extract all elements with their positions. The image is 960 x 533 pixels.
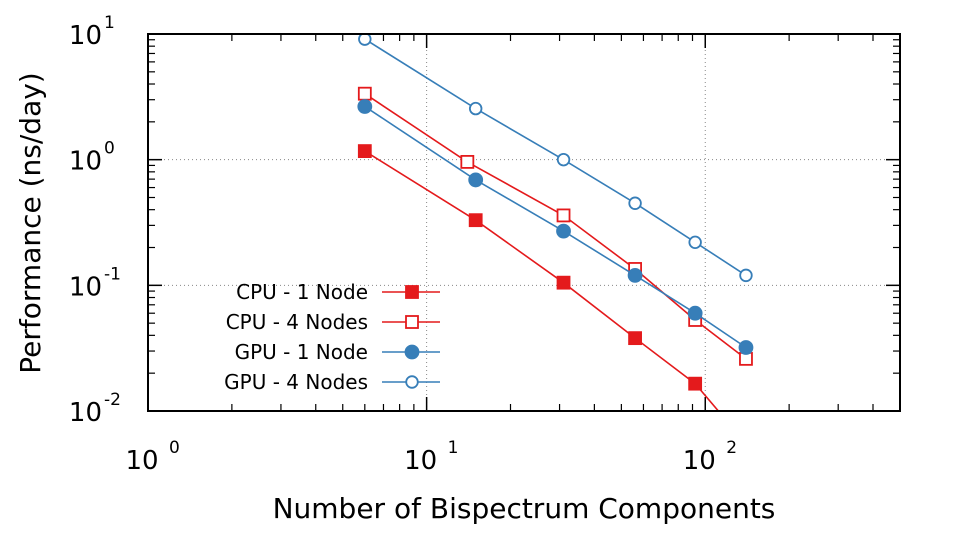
y-tick-label: 10: [69, 398, 102, 428]
x-axis-title: Number of Bispectrum Components: [273, 492, 776, 525]
plot-frame: [147, 33, 901, 412]
series-layer: [357, 34, 754, 450]
legend-label-gpu-4-nodes: GPU - 4 Nodes: [224, 370, 368, 394]
data-point-gpu-1-node: [687, 305, 703, 321]
data-point-gpu-4-nodes: [739, 268, 753, 283]
data-point-cpu-4-nodes: [357, 86, 372, 101]
data-point-gpu-4-nodes: [358, 34, 372, 46]
grid: [148, 34, 900, 411]
data-point-gpu-4-nodes: [688, 235, 702, 250]
x-tick-label: 10: [683, 446, 716, 476]
data-point-gpu-4-nodes: [556, 152, 571, 167]
x-tick-exponent: 2: [726, 438, 737, 458]
data-point-gpu-1-node: [627, 267, 643, 283]
data-point-gpu-1-node: [468, 172, 484, 188]
y-tick-label: 10: [69, 272, 102, 302]
legend-marker-gpu-1-node: [404, 344, 420, 360]
data-point-cpu-4-nodes: [460, 154, 475, 169]
data-point-cpu-4-nodes: [556, 208, 571, 223]
x-tick-exponent: 1: [448, 438, 459, 458]
legend-label-cpu-4-nodes: CPU - 4 Nodes: [226, 310, 368, 334]
x-tick-label: 10: [404, 446, 437, 476]
y-tick-exponent: 1: [104, 13, 115, 33]
series-line-cpu-4-nodes: [364, 93, 747, 360]
data-point-gpu-4-nodes: [628, 196, 642, 210]
legend: CPU - 1 Node CPU - 4 Nodes GPU - 1 Node GPU…: [224, 280, 440, 394]
data-point-cpu-1-node: [628, 331, 642, 346]
legend-marker-cpu-1-node: [405, 285, 419, 299]
data-point-cpu-1-node: [468, 213, 483, 228]
x-tick-labels: 10 0 10 1 10 2: [125, 438, 737, 476]
y-tick-label: 10: [69, 147, 102, 177]
y-tick-exponent: 0: [104, 139, 115, 159]
data-point-gpu-1-node: [556, 223, 571, 239]
y-tick-label: 10: [69, 21, 102, 51]
series-line-gpu-1-node: [364, 105, 747, 349]
legend-label-cpu-1-node: CPU - 1 Node: [236, 280, 368, 304]
series-line-cpu-1-node: [364, 150, 720, 411]
data-point-gpu-1-node: [738, 340, 754, 355]
data-point-cpu-1-node: [556, 275, 571, 290]
data-point-gpu-4-nodes: [468, 101, 483, 116]
data-point-gpu-1-node: [357, 99, 373, 114]
data-point-cpu-1-node: [688, 376, 703, 391]
data-point-cpu-1-node: [740, 438, 752, 450]
y-tick-exponent: -2: [104, 390, 121, 410]
legend-marker-gpu-4-nodes: [405, 375, 419, 389]
series-line-gpu-4-nodes: [364, 38, 747, 277]
x-tick-exponent: 0: [169, 438, 180, 458]
data-point-cpu-1-node: [357, 144, 372, 158]
x-tick-label: 10: [125, 446, 158, 476]
y-axis-title: Performance (ns/day): [14, 72, 47, 373]
legend-label-gpu-1-node: GPU - 1 Node: [235, 340, 368, 364]
legend-marker-cpu-4-nodes: [405, 315, 419, 329]
y-tick-exponent: -1: [104, 264, 121, 284]
